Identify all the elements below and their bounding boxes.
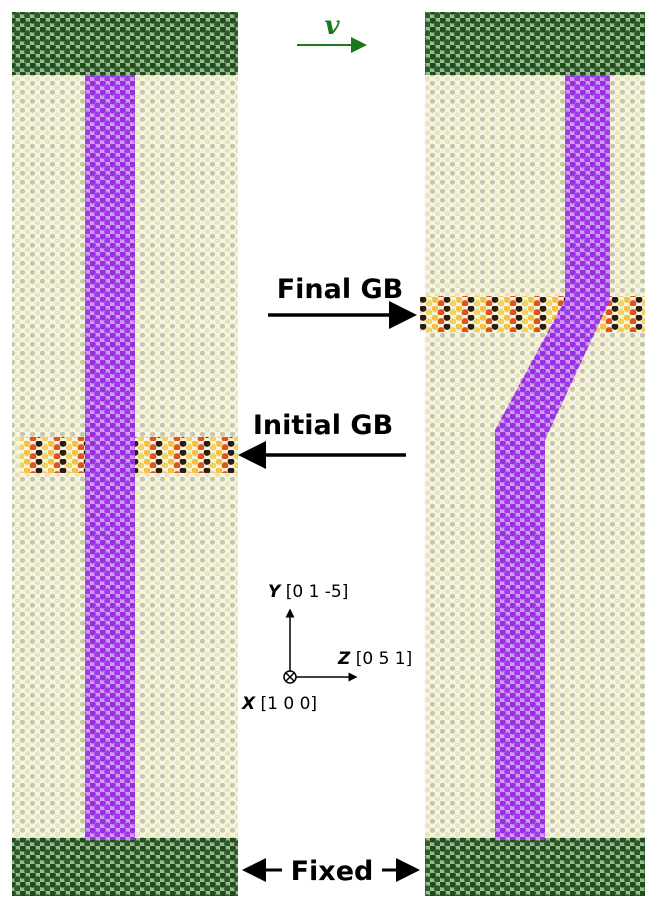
initial-gb-label: Initial GB (253, 410, 393, 441)
final-gb-label: Final GB (277, 274, 404, 305)
velocity: v (297, 11, 363, 45)
axis-letter: X (241, 694, 256, 714)
z-axis-label: Z [0 5 1] (337, 649, 412, 669)
axis-direction: [0 1 -5] (286, 582, 349, 602)
figure: v Final GB Initial GB Y [0 1 -5] Z [0 5 … (0, 0, 645, 902)
axes: Y [0 1 -5] Z [0 5 1] X [1 0 0] (241, 582, 412, 714)
x-axis-label: X [1 0 0] (241, 694, 317, 714)
axis-direction: [1 0 0] (261, 694, 318, 714)
axis-direction: [0 5 1] (356, 649, 413, 669)
fixed-label: Fixed (291, 856, 374, 887)
axis-letter: Y (268, 582, 282, 602)
y-axis-label: Y [0 1 -5] (268, 582, 348, 602)
velocity-label: v (324, 11, 340, 41)
fixed: Fixed (248, 856, 414, 887)
left-slab (12, 12, 238, 896)
right-slab (420, 12, 645, 896)
axis-letter: Z (337, 649, 351, 669)
